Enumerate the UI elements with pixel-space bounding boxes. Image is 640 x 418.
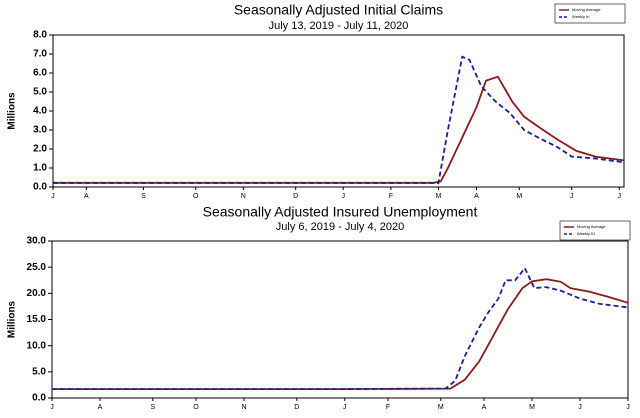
y-tick-label: 5.0 — [32, 366, 46, 377]
series-line — [52, 266, 629, 390]
x-tick-label: N — [241, 404, 246, 411]
chart-subtitle: July 6, 2019 - July 4, 2020 — [276, 221, 404, 233]
x-tick-label: N — [241, 193, 246, 200]
legend-label: Moving Average — [577, 224, 606, 229]
series-line — [53, 75, 625, 184]
x-tick-label: A — [474, 193, 479, 200]
y-tick-label: 30.0 — [27, 236, 47, 247]
y-tick-label: 4.0 — [33, 106, 47, 117]
x-tick-label: D — [293, 193, 298, 200]
x-tick-label: M — [529, 404, 535, 411]
x-tick-label: M — [438, 404, 444, 411]
x-tick-label: D — [294, 404, 299, 411]
chart-title: Seasonally Adjusted Insured Unemployment — [203, 204, 478, 220]
x-tick-label: S — [150, 404, 155, 411]
x-tick-label: A — [98, 404, 103, 411]
y-tick-label: 20.0 — [27, 288, 47, 299]
x-tick-label: O — [193, 404, 199, 411]
y-tick-label: 2.0 — [33, 144, 47, 155]
y-tick-label: 15.0 — [27, 314, 47, 325]
y-axis-label: Millions — [7, 92, 18, 130]
y-axis-label: Millions — [7, 300, 18, 338]
legend-box — [554, 3, 626, 24]
x-tick-label: J — [578, 404, 582, 411]
x-tick-label: A — [482, 404, 487, 411]
legend-label: Moving Average — [572, 7, 601, 12]
y-tick-label: 25.0 — [27, 262, 47, 273]
y-tick-label: 3.0 — [33, 125, 47, 136]
legend-box — [559, 220, 631, 241]
x-tick-label: J — [570, 193, 574, 200]
plot-frame — [51, 240, 629, 399]
x-tick-label: J — [51, 193, 55, 200]
series-line — [53, 55, 625, 184]
x-tick-label: J — [343, 404, 347, 411]
x-tick-label: O — [193, 193, 199, 200]
x-tick-label: A — [84, 193, 89, 200]
y-tick-label: 0.0 — [32, 393, 46, 404]
x-tick-label: S — [141, 193, 146, 200]
y-tick-label: 8.0 — [33, 30, 47, 41]
chart-subtitle: July 13, 2019 - July 11, 2020 — [269, 20, 409, 32]
y-tick-label: 6.0 — [33, 68, 47, 79]
y-tick-label: 5.0 — [33, 87, 47, 98]
x-tick-label: J — [342, 193, 346, 200]
chart-title: Seasonally Adjusted Initial Claims — [234, 2, 443, 18]
y-tick-label: 7.0 — [33, 49, 47, 60]
y-tick-label: 1.0 — [33, 163, 47, 174]
x-tick-label: F — [386, 404, 390, 411]
legend-label: Weekly IU — [577, 231, 595, 236]
plot-frame — [52, 34, 625, 188]
x-tick-label: M — [436, 193, 442, 200]
x-tick-label: J — [617, 193, 621, 200]
y-tick-label: 0.0 — [33, 182, 47, 193]
x-tick-label: F — [389, 193, 393, 200]
legend-label: Weekly In — [572, 14, 590, 19]
series-line — [52, 278, 629, 390]
y-tick-label: 10.0 — [27, 340, 47, 351]
x-tick-label: M — [516, 193, 522, 200]
x-tick-label: J — [50, 404, 54, 411]
x-tick-label: J — [626, 404, 630, 411]
